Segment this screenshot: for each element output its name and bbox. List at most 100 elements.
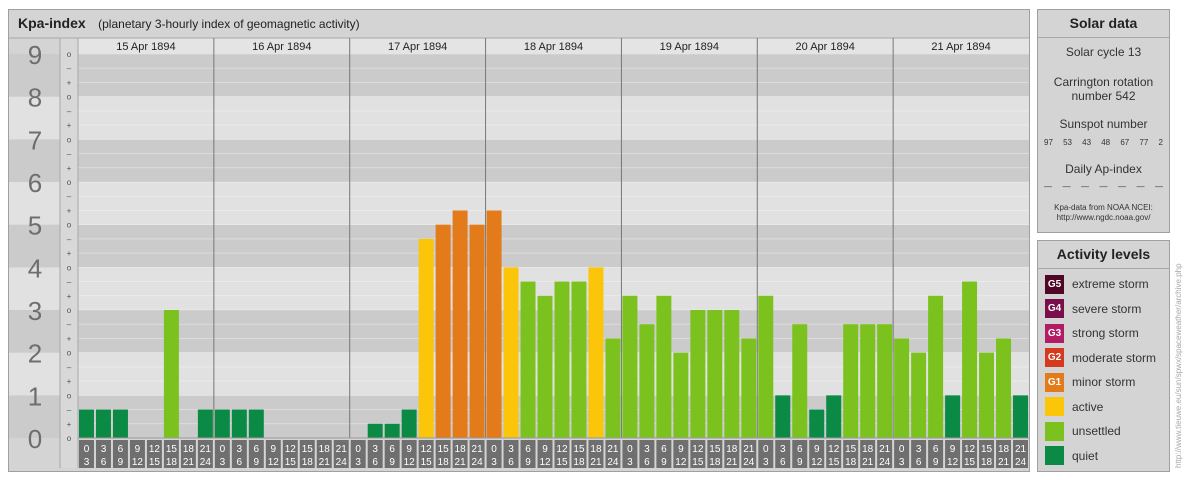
- interval-box: [792, 440, 808, 468]
- kp-bar: [79, 409, 94, 438]
- kp-bar: [231, 409, 247, 438]
- interval-box: [945, 440, 961, 468]
- interval-start-label: 0: [627, 444, 633, 455]
- interval-end-label: 6: [237, 457, 243, 468]
- minor-tick-label: +: [67, 206, 72, 215]
- y-tick-label: 6: [28, 168, 42, 198]
- interval-end-label: 21: [455, 457, 467, 468]
- legend-swatch: G3: [1045, 323, 1064, 343]
- legend-swatch: [1045, 397, 1064, 416]
- day-label: 21 Apr 1894: [931, 41, 990, 53]
- interval-end-label: 18: [709, 457, 721, 468]
- legend-swatch: G1: [1045, 372, 1064, 392]
- source-link[interactable]: http://www.ngdc.noaa.gov/: [1056, 213, 1151, 222]
- kp-bar: [843, 324, 859, 438]
- sunspot-value: 2: [1158, 138, 1163, 147]
- interval-box: [486, 440, 502, 468]
- y-tick-label: 9: [28, 40, 42, 70]
- ap-value: —: [1118, 182, 1126, 191]
- interval-box: [401, 440, 417, 468]
- interval-end-label: 18: [438, 457, 450, 468]
- interval-end-label: 6: [508, 457, 514, 468]
- chart-subtitle: (planetary 3-hourly index of geomagnetic…: [98, 17, 360, 31]
- minor-tick-label: o: [67, 391, 72, 400]
- y-tick-label: 4: [28, 253, 42, 283]
- interval-box: [673, 440, 689, 468]
- minor-tick-column: [60, 38, 78, 468]
- interval-start-label: 3: [916, 444, 922, 455]
- ap-value: —: [1155, 182, 1163, 191]
- interval-box: [928, 440, 944, 468]
- interval-end-label: 18: [166, 457, 178, 468]
- interval-start-label: 12: [421, 444, 433, 455]
- interval-end-label: 18: [573, 457, 585, 468]
- kp-bar: [826, 395, 842, 438]
- solar-cycle: Solar cycle 13: [1065, 45, 1142, 59]
- interval-box: [418, 440, 434, 468]
- y-tick-label: 2: [28, 339, 42, 369]
- interval-box: [520, 440, 536, 468]
- interval-box: [452, 440, 468, 468]
- chart-title: Kpa-index: [18, 15, 86, 31]
- interval-end-label: 21: [590, 457, 602, 468]
- y-tick-label: 0: [28, 424, 42, 454]
- interval-box: [248, 440, 264, 468]
- interval-box: [282, 440, 298, 468]
- interval-start-label: 18: [590, 444, 602, 455]
- kp-bar: [112, 409, 128, 438]
- sunspot-value: 67: [1120, 138, 1130, 147]
- interval-box: [299, 440, 315, 468]
- kp-bar: [452, 210, 468, 438]
- interval-end-label: 12: [947, 457, 959, 468]
- legend-item: quiet: [1045, 446, 1098, 466]
- kp-bar: [537, 295, 553, 438]
- interval-end-label: 15: [692, 457, 704, 468]
- interval-start-label: 6: [254, 444, 260, 455]
- interval-start-label: 18: [862, 444, 874, 455]
- ap-value: —: [1136, 182, 1145, 191]
- activity-levels-header: Activity levels: [1038, 241, 1169, 269]
- day-label: 19 Apr 1894: [660, 41, 719, 53]
- y-axis-cell: [9, 352, 60, 396]
- interval-end-label: 9: [933, 457, 939, 468]
- activity-levels-panel: Activity levels G5 extreme storm G4 severe …: [1037, 240, 1170, 472]
- interval-box: [707, 440, 723, 468]
- kpa-chart: 0123456789o+–o+–o+–o+–o+–o+–o+–o+–o+–o15…: [9, 37, 1029, 468]
- interval-end-label: 15: [149, 457, 161, 468]
- interval-box: [979, 440, 995, 468]
- interval-end-label: 24: [607, 457, 619, 468]
- kp-bar: [367, 423, 383, 438]
- band: [78, 139, 1029, 182]
- interval-end-label: 3: [899, 457, 905, 468]
- kp-bar: [928, 295, 944, 438]
- source-watermark: http://www.tieuwe.eu/sun/spwx/spaceweath…: [1174, 263, 1183, 468]
- kp-bar: [248, 409, 264, 438]
- interval-start-label: 9: [271, 444, 277, 455]
- interval-end-label: 9: [389, 457, 395, 468]
- interval-start-label: 21: [879, 444, 891, 455]
- minor-tick-label: –: [67, 235, 72, 244]
- minor-tick-label: o: [67, 93, 72, 102]
- interval-start-label: 0: [899, 444, 905, 455]
- y-tick-label: 1: [28, 381, 42, 411]
- minor-tick-label: +: [67, 420, 72, 429]
- interval-start-label: 18: [726, 444, 738, 455]
- interval-end-label: 9: [525, 457, 531, 468]
- kp-bar: [809, 409, 825, 438]
- kp-bar: [979, 352, 995, 438]
- sunspot-value: 77: [1139, 138, 1149, 147]
- interval-start-label: 0: [220, 444, 226, 455]
- interval-start-label: 21: [1015, 444, 1027, 455]
- interval-box: [741, 440, 757, 468]
- interval-box: [367, 440, 383, 468]
- chart-title-row: Kpa-index (planetary 3-hourly index of g…: [18, 15, 360, 33]
- interval-box: [724, 440, 740, 468]
- minor-tick-label: o: [67, 135, 72, 144]
- kp-bar: [418, 238, 434, 438]
- minor-tick-label: +: [67, 164, 72, 173]
- kp-bar: [1013, 395, 1028, 438]
- minor-tick-label: –: [67, 320, 72, 329]
- interval-end-label: 24: [336, 457, 348, 468]
- legend-label: strong storm: [1072, 326, 1139, 340]
- kp-bar: [656, 295, 672, 438]
